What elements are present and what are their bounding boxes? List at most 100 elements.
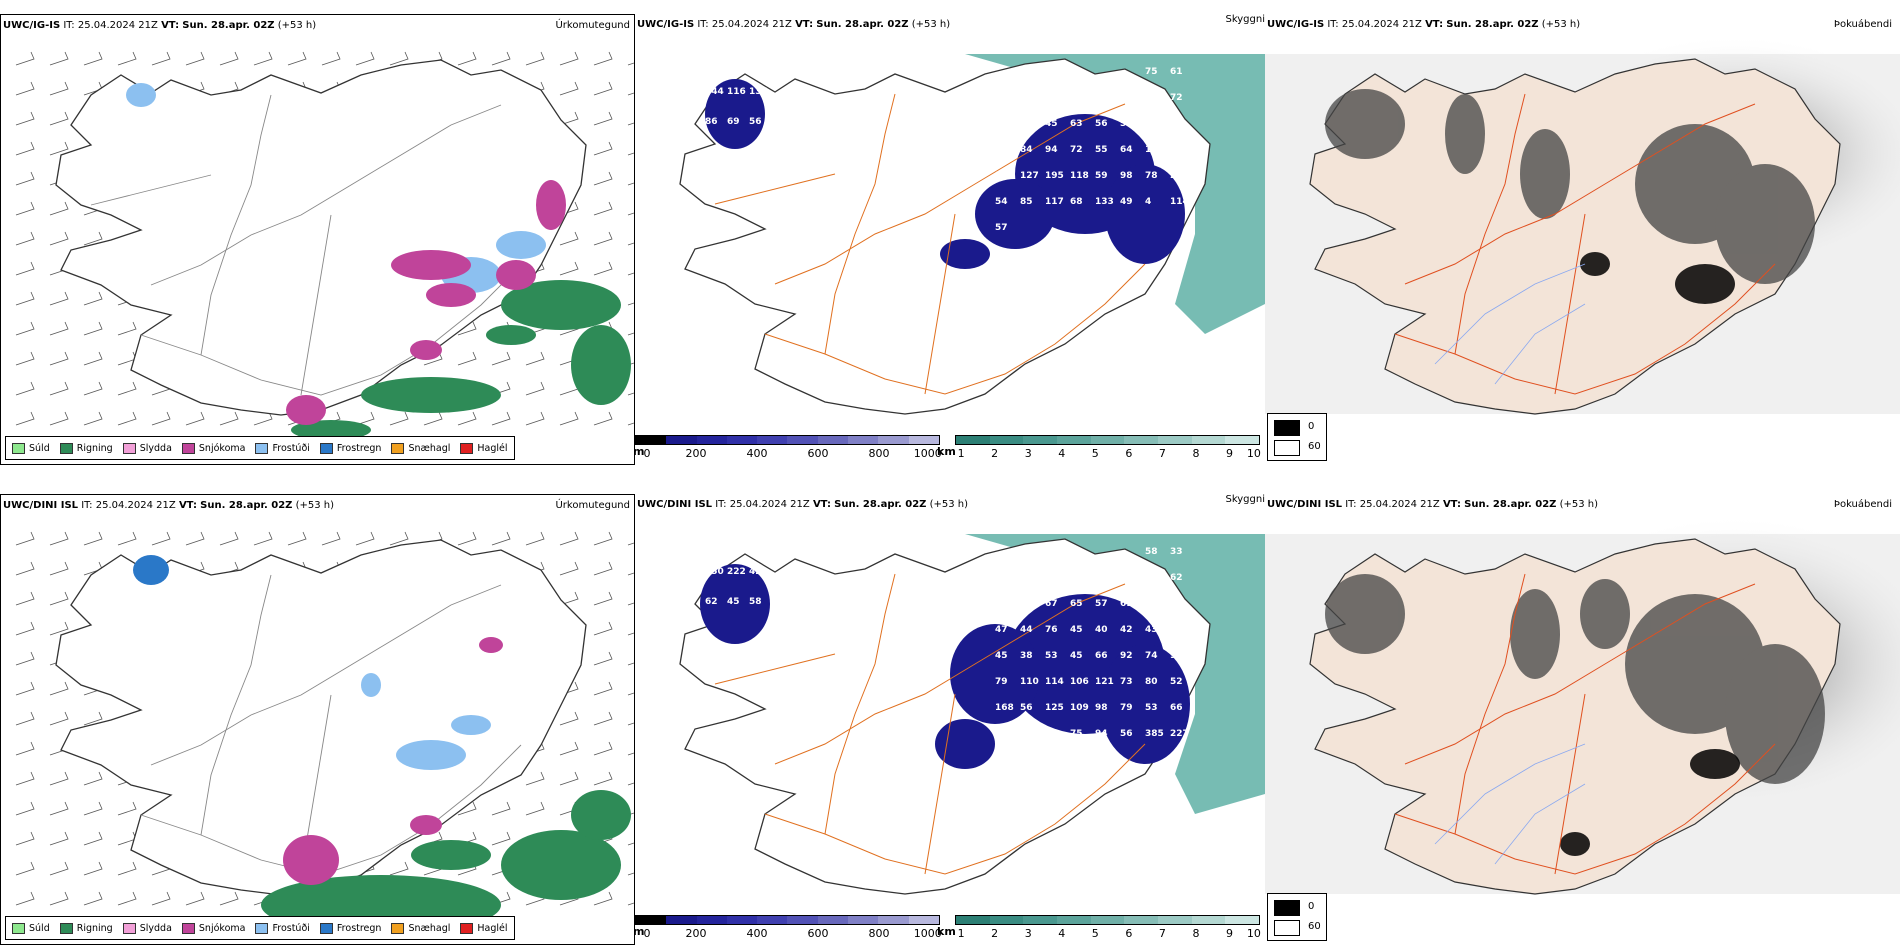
roads (1394, 93, 1776, 395)
wind-barb (627, 872, 634, 876)
vt-value: Sun. 28.apr. 02Z (834, 499, 927, 510)
wind-barb (287, 51, 307, 66)
wind-barb (49, 231, 69, 246)
wind-barb (627, 92, 634, 96)
legend-item: Rigning (59, 442, 113, 454)
vis-value-label: 92 (1120, 651, 1133, 661)
vt-label: VT: (161, 20, 180, 31)
vis-value-label: 44 (1020, 625, 1033, 635)
wind-barb (15, 111, 35, 126)
wind-barb (627, 392, 634, 396)
wind-barb (185, 411, 205, 426)
vis-value-label: 50 (1145, 119, 1158, 129)
tick-label: 2 (991, 447, 999, 460)
tick-label: 7 (1158, 927, 1166, 940)
colorbar-ticks: 1 2 3 4 5 6 7 8 9 10 (955, 447, 1261, 461)
vis-value-label: 81 (1170, 599, 1183, 609)
tick-label: 7 (1158, 447, 1166, 460)
wind-barb (457, 351, 477, 366)
tick-label: 200 (685, 927, 707, 940)
tick-label: 5 (1091, 927, 1099, 940)
colorbar-cell (1191, 916, 1226, 924)
vis-value-label: 68 (1070, 197, 1083, 207)
colorbar-cell (989, 436, 1024, 444)
tick-label: 800 (868, 927, 890, 940)
wind-barb (49, 891, 69, 906)
fog-label-dark: 0 (1308, 901, 1315, 912)
colorbar-cell (1057, 436, 1091, 444)
wind-barb (593, 741, 613, 756)
vis-value-label: 45 (1045, 119, 1058, 129)
wind-barb (627, 782, 634, 786)
wind-barb (83, 321, 103, 336)
fog-legend-top: 0 60 (1267, 413, 1327, 461)
legend-item: Slydda (122, 442, 172, 454)
vis-value-label: 72 (1070, 145, 1083, 155)
colorbar-cell (848, 916, 879, 924)
panel-header: UWC/DINI ISL IT: 25.04.2024 21Z VT: Sun.… (637, 498, 1261, 512)
colorbar-cell (1090, 436, 1125, 444)
visibility-map-top: 444 116 135 86 69 56 75 61 65 114 45 74 98 67 70 72 61 58… (679, 54, 1265, 415)
fog-panel-top: UWC/IG-IS IT: 25.04.2024 21Z VT: Sun. 28… (1265, 14, 1900, 465)
wind-barb (457, 411, 477, 426)
wind-barb (15, 891, 35, 906)
fog-shading (1325, 574, 1825, 784)
wind-barb (559, 591, 579, 606)
wind-barb (15, 351, 35, 366)
wind-barb (559, 531, 579, 546)
tick-label: 1 (957, 927, 965, 940)
colorbar-cell (878, 436, 909, 444)
vis-value-label: 66 (1170, 703, 1183, 713)
vis-value-label: 45 (995, 651, 1008, 661)
wind-barb (355, 51, 375, 66)
precip-map-top (15, 51, 634, 440)
vis-value-label: 120 (1170, 145, 1189, 155)
wind-barb (491, 51, 511, 66)
legend-swatch (59, 442, 73, 454)
wind-barb (83, 801, 103, 816)
panel-header: UWC/DINI ISL IT: 25.04.2024 21Z VT: Sun.… (3, 499, 630, 513)
lead-time: (+53 h) (1559, 499, 1599, 510)
wind-barb (49, 831, 69, 846)
sea-fog (635, 534, 1265, 814)
wind-barb (83, 771, 103, 786)
vt-label: VT: (812, 499, 831, 510)
colorbar-ticks: 1 2 3 4 5 6 7 8 9 10 (955, 927, 1261, 941)
vis-value-label: 133 (1095, 197, 1114, 207)
colorbar-cell (726, 916, 758, 924)
vis-value-label: 42 (1120, 625, 1133, 635)
wind-barb (593, 201, 613, 216)
wind-barb (49, 561, 69, 576)
wind-barb (15, 81, 35, 96)
vis-value-label: 43 (1145, 625, 1158, 635)
colorbar-cell (817, 436, 849, 444)
vis-value-label: 53 (1145, 703, 1158, 713)
vis-value-label: 127 (1020, 171, 1039, 181)
wind-barb (151, 531, 171, 546)
vis-value-label: 78 (1145, 171, 1158, 181)
wind-barb (83, 861, 103, 876)
wind-barb (151, 891, 171, 906)
wind-barb (389, 861, 409, 876)
wind-barb (83, 381, 103, 396)
vis-value-label: 67 (1045, 599, 1058, 609)
wind-barb (117, 321, 137, 336)
fog-swatch-light (1274, 920, 1300, 936)
panel-title: Þokuábendi (1833, 499, 1892, 510)
colorbar-cell (787, 436, 818, 444)
colorbar-ticks: 0 200 400 600 800 1000 (635, 447, 942, 461)
vis-value-label: 52 (1170, 119, 1183, 129)
vis-value-label: 97 (1170, 651, 1183, 661)
wind-barb (627, 662, 634, 666)
wind-barb (627, 152, 634, 156)
it-value: 25.04.2024 21Z (1341, 19, 1422, 30)
colorbar-cell (878, 916, 909, 924)
wind-barb (15, 621, 35, 636)
vt-label: VT: (1442, 499, 1461, 510)
wind-barb (253, 51, 273, 66)
colorbar-cell (1023, 916, 1058, 924)
legend-label: Frostregn (336, 442, 382, 454)
colorbar-cell (1023, 436, 1058, 444)
wind-barb (253, 531, 273, 546)
wind-barb (49, 141, 69, 156)
